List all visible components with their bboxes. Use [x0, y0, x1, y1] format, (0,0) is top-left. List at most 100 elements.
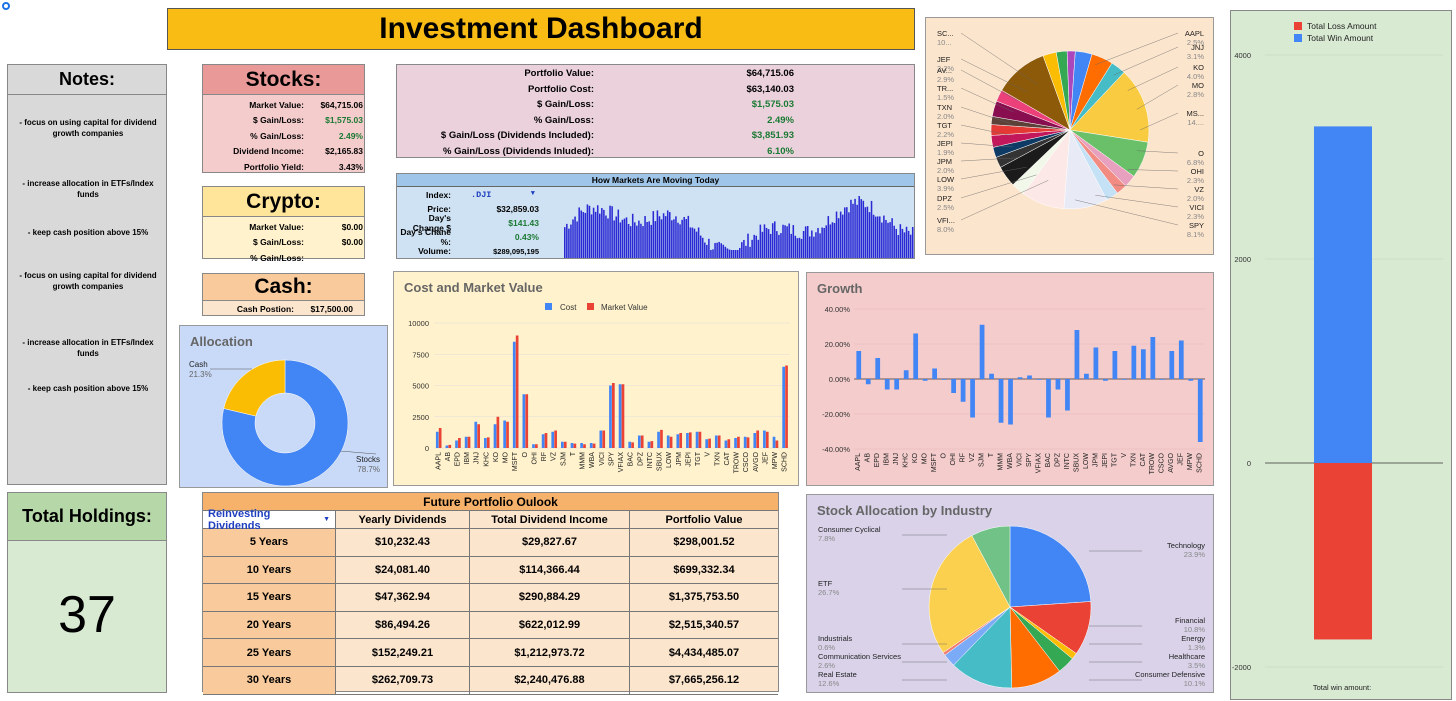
selection-handle[interactable]: [2, 2, 10, 10]
bar: [464, 436, 468, 448]
table-cell: $29,827.67: [470, 529, 630, 556]
note-item: - increase allocation in ETFs/Index fund…: [22, 338, 154, 358]
bar: [717, 435, 721, 448]
table-cell: 25 Years: [203, 639, 336, 666]
row-label: Day's Change $: [412, 213, 451, 233]
bar: [554, 430, 557, 448]
tick-label: SJM: [560, 452, 567, 466]
spark-bar: [681, 219, 683, 258]
spark-bar: [708, 238, 710, 258]
table-cell: $1,212,973.72: [470, 639, 630, 666]
dividend-mode-value: Reinvesting Dividends: [208, 507, 271, 532]
table-cell: $152,249.21: [336, 639, 470, 666]
tick-label: VZ: [969, 452, 976, 462]
tick-label: MO: [922, 452, 929, 464]
chart-label: O: [1198, 149, 1204, 158]
spark-bar: [835, 211, 838, 258]
bar: [1036, 379, 1042, 380]
pie-slice: [221, 359, 349, 487]
spark-bar: [646, 221, 648, 258]
spark-bar: [611, 206, 613, 258]
tick-label: KO: [493, 451, 500, 462]
spark-bar: [852, 203, 854, 258]
chart-label: 2.0%: [937, 166, 954, 175]
portfolio-row: % Gain/Loss: 2.49%: [397, 113, 914, 129]
legend-swatch: [587, 303, 594, 310]
bar: [884, 379, 890, 390]
spark-bar: [578, 207, 580, 258]
spark-bar: [574, 216, 576, 258]
tick-label: JPM: [1092, 453, 1099, 467]
bar: [541, 434, 545, 448]
chart-label: KO: [1193, 63, 1204, 72]
spark-bar: [704, 242, 706, 258]
table-cell: $1,375,753.50: [668, 591, 740, 604]
legend-swatch: [545, 303, 552, 310]
spark-bar: [881, 222, 883, 258]
spark-bar: [568, 228, 570, 258]
chart-label: 8.1%: [1187, 230, 1204, 239]
bar: [865, 379, 871, 385]
chart-label: Real Estate: [818, 670, 857, 679]
win-loss-chart: -2000 0 2000 4000 Total Loss Amount Total Win…: [1230, 10, 1452, 700]
spark-bar: [736, 250, 739, 258]
win-bar: [1314, 126, 1372, 464]
tick-label: SCHD: [782, 452, 789, 472]
spark-bar: [883, 215, 885, 258]
bar: [647, 441, 651, 448]
tick-label: OHI: [950, 453, 957, 466]
tick-label: OHI: [531, 452, 538, 465]
index-select[interactable]: .DJI ▼: [471, 190, 535, 200]
column-header: Total Dividend Income: [470, 511, 630, 528]
spark-bar: [743, 239, 745, 258]
dividend-mode-select[interactable]: Reinvesting Dividends ▼: [203, 508, 336, 532]
row-label: % Gain/Loss:: [250, 252, 304, 263]
tick-label: V: [705, 452, 712, 457]
spark-bar: [825, 225, 828, 258]
chart-label: SC...: [937, 29, 954, 38]
bar: [698, 431, 702, 448]
portfolio-row: Portfolio Cost: $63,140.03: [397, 82, 914, 98]
chart-label: JNJ: [1191, 43, 1204, 52]
bar: [708, 438, 711, 448]
bar: [903, 370, 909, 379]
spark-bar: [831, 222, 834, 258]
cost-market-title: Cost and Market Value: [404, 280, 543, 295]
tick-label: JEPI: [1102, 453, 1109, 468]
tick-label: JEF: [1178, 453, 1185, 465]
spark-bar: [648, 221, 650, 258]
chart-label: JEPI: [937, 139, 953, 148]
table-cell: $4,434,485.07: [668, 646, 740, 659]
tick-label: AAPL: [855, 453, 862, 471]
tick-label: 2500: [412, 413, 429, 422]
chart-label: 2.5%: [1187, 38, 1204, 47]
spark-bar: [909, 234, 912, 258]
chevron-down-icon: ▼: [530, 190, 535, 198]
total-holdings-count: 37: [58, 586, 116, 644]
markets-row: Index: .DJI ▼: [397, 188, 563, 202]
tick-label: MMM: [997, 453, 1004, 471]
spark-bar: [640, 223, 642, 258]
bar: [1093, 347, 1099, 379]
bar: [551, 431, 555, 448]
tick-label: VICI: [599, 452, 606, 466]
pie-slice: [223, 359, 286, 417]
spark-bar: [887, 222, 889, 258]
bar: [631, 442, 634, 448]
spark-bar: [658, 216, 661, 258]
spark-bar: [763, 224, 766, 258]
bar: [782, 366, 785, 448]
chart-label: 12.6%: [818, 679, 840, 688]
bar: [765, 431, 769, 448]
row-value: 6.10%: [767, 145, 794, 157]
chart-label: VICI: [1189, 203, 1204, 212]
row-value: $63,140.03: [746, 83, 794, 95]
tick-label: LOW: [1083, 453, 1090, 469]
markets-intraday-chart: [564, 196, 914, 258]
table-cell: $622,012.99: [470, 611, 630, 639]
chart-label: Energy: [1181, 634, 1205, 643]
spark-bar: [572, 219, 574, 258]
spark-bar: [584, 212, 587, 258]
chart-label: Consumer Cyclical: [818, 525, 881, 534]
chart-label: Consumer Defensive: [1135, 670, 1205, 679]
